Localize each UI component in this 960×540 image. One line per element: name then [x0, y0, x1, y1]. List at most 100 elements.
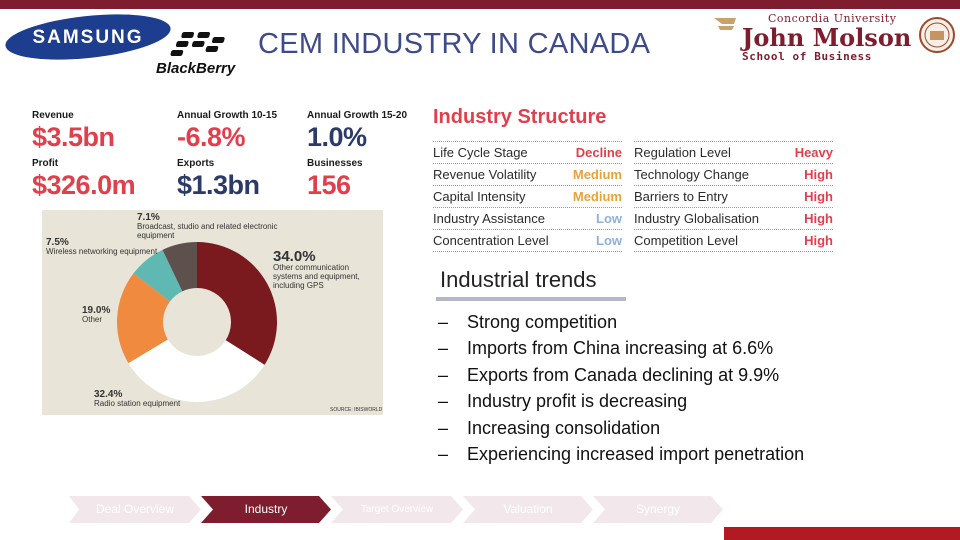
structure-value: Heavy [794, 145, 833, 160]
stat-value: 156 [307, 170, 351, 200]
donut-slice [116, 273, 171, 364]
structure-key: Revenue Volatility [433, 167, 537, 182]
blackberry-icon [170, 32, 225, 56]
dash-bullet: – [438, 443, 449, 464]
structure-key: Barriers to Entry [634, 189, 728, 204]
school-subtitle: School of Business [742, 50, 873, 63]
dash-bullet: – [438, 391, 449, 412]
stat-growth-10-15: Annual Growth 10-15 -6.8% [177, 110, 277, 153]
structure-value: High [804, 189, 833, 204]
svg-text:SAMSUNG: SAMSUNG [32, 27, 143, 48]
trend-text: Imports from China increasing at 6.6% [467, 338, 774, 359]
structure-table-right: Regulation Level Heavy Technology Change Hi… [634, 141, 833, 252]
chart-source: SOURCE: IBISWORLD [330, 407, 383, 413]
stat-businesses: Businesses 156 [307, 158, 363, 201]
stat-value: -6.8% [177, 122, 246, 152]
nav-label: Deal Overview [95, 502, 175, 516]
structure-value: Medium [572, 167, 622, 182]
list-item: – Strong competition [438, 309, 804, 335]
structure-row: Regulation Level Heavy [634, 141, 833, 163]
donut-slice [133, 249, 183, 302]
list-item: – Experiencing increased import penetrati… [438, 441, 804, 467]
trend-text: Experiencing increased import penetratio… [467, 443, 805, 464]
school-university-name: Concordia University [768, 12, 897, 25]
structure-table-left: Life Cycle Stage Decline Revenue Volatilit… [433, 141, 622, 252]
nav-deal-overview[interactable]: Deal Overview [69, 496, 201, 523]
structure-value: High [804, 211, 833, 226]
donut-slice [197, 242, 277, 365]
slice-name: Radio station equipment [94, 399, 181, 408]
structure-value: High [804, 167, 833, 182]
structure-row: Barriers to Entry High [634, 185, 833, 207]
nav-label: Industry [244, 502, 288, 516]
list-item: – Industry profit is decreasing [438, 388, 804, 414]
chevron-shape [463, 496, 593, 523]
stat-label: Revenue [32, 110, 74, 121]
structure-key: Regulation Level [634, 145, 731, 160]
structure-row: Industry Globalisation High [634, 207, 833, 229]
structure-row: Technology Change High [634, 163, 833, 185]
blackberry-wordmark: BlackBerry [156, 60, 236, 77]
stat-label: Annual Growth 10-15 [177, 110, 278, 121]
nav-synergy[interactable]: Synergy [593, 496, 723, 523]
structure-key: Life Cycle Stage [433, 145, 528, 160]
nav-valuation[interactable]: Valuation [463, 496, 593, 523]
nav-label: Target Overview [360, 504, 434, 515]
structure-key: Capital Intensity [433, 189, 526, 204]
school-name: John Molson [742, 23, 912, 52]
structure-row: Capital Intensity Medium [433, 185, 622, 207]
structure-key: Industry Assistance [433, 211, 545, 226]
stat-value: $1.3bn [177, 170, 260, 200]
list-item: – Imports from China increasing at 6.6% [438, 335, 804, 361]
stat-value: $326.0m [32, 170, 136, 200]
stat-label: Businesses [307, 158, 363, 169]
structure-row: Concentration Level Low [433, 229, 622, 252]
slice-name: Broadcast, studio and related electronic… [137, 222, 278, 240]
dash-bullet: – [438, 312, 449, 332]
slide-title: CEM INDUSTRY IN CANADA [258, 28, 651, 60]
slice-name: Wireless networking equipment [46, 247, 158, 256]
john-molson-icon [714, 18, 736, 30]
stat-revenue: Revenue $3.5bn [32, 110, 115, 153]
structure-row: Competition Level High [634, 229, 833, 252]
structure-key: Technology Change [634, 167, 749, 182]
slice-pct: 34.0% [273, 248, 316, 265]
slice-label-other: 19.0% Other [82, 305, 142, 325]
donut-slice [162, 242, 197, 292]
top-accent-bar [0, 0, 960, 9]
slice-pct: 32.4% [94, 389, 123, 400]
structure-row: Revenue Volatility Medium [433, 163, 622, 185]
slice-label-broadcast: 7.1% Broadcast, studio and related elect… [137, 212, 307, 241]
trends-list: – Strong competition – Imports from China … [438, 309, 804, 467]
structure-key: Industry Globalisation [634, 211, 760, 226]
structure-row: Industry Assistance Low [433, 207, 622, 229]
nav-target-overview[interactable]: Target Overview [331, 496, 463, 523]
structure-value: High [804, 233, 833, 248]
nav-industry[interactable]: Industry [201, 496, 331, 523]
stat-profit: Profit $326.0m [32, 158, 136, 201]
slice-label-radio: 32.4% Radio station equipment [94, 389, 234, 409]
structure-value: Low [596, 233, 622, 248]
trend-text: Exports from Canada declining at 9.9% [467, 364, 780, 385]
stat-growth-15-20: Annual Growth 15-20 1.0% [307, 110, 407, 153]
nav-label: Valuation [503, 502, 553, 516]
university-seal-icon [919, 17, 955, 53]
slice-pct: 19.0% [82, 305, 111, 316]
structure-key: Concentration Level [433, 233, 549, 248]
donut-chart [116, 242, 277, 402]
chevron-shape [69, 496, 201, 523]
stat-exports: Exports $1.3bn [177, 158, 260, 201]
slice-name: Other [82, 315, 103, 324]
donut-slice [128, 339, 265, 402]
bottom-accent-bar [724, 527, 960, 540]
samsung-logo: SAMSUNG [5, 14, 171, 60]
dash-bullet: – [438, 417, 449, 438]
list-item: – Increasing consolidation [438, 415, 804, 441]
chevron-shape [201, 496, 331, 523]
stat-label: Annual Growth 15-20 [307, 110, 408, 121]
structure-value: Low [596, 211, 622, 226]
slice-label-other-comms: 34.0% Other communication systems and eq… [273, 249, 379, 290]
industry-structure-title: Industry Structure [433, 106, 607, 128]
structure-value: Decline [575, 145, 622, 160]
slice-pct: 7.1% [137, 212, 160, 223]
